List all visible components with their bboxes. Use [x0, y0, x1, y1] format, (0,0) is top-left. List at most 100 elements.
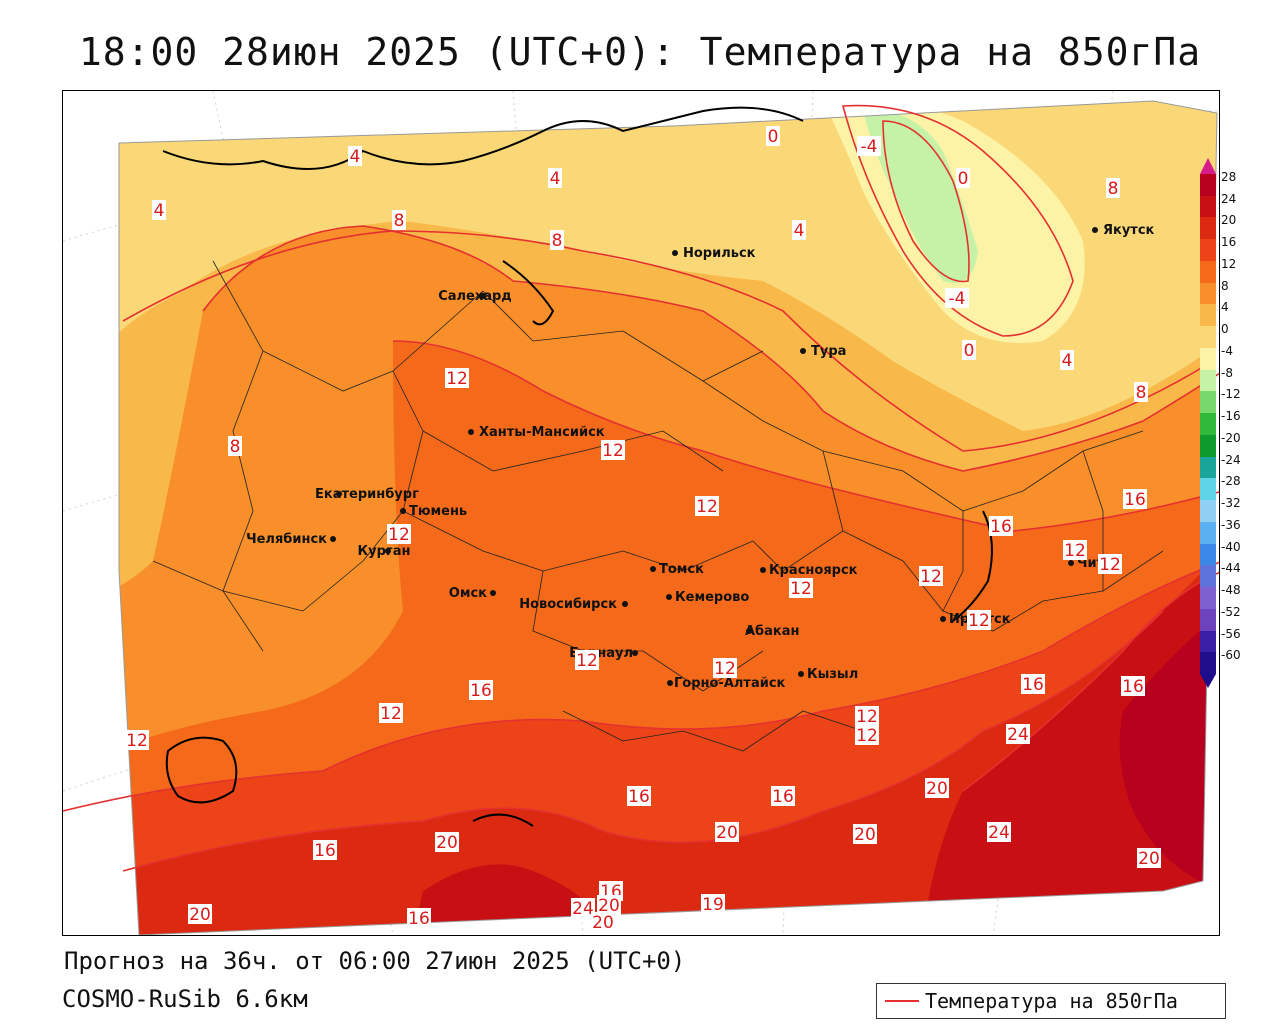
city-label: Томск — [659, 562, 704, 577]
city-label: Норильск — [683, 246, 756, 261]
contour-label-bg — [919, 566, 943, 586]
city-dot — [400, 508, 406, 514]
contour-value-label: 4 — [1062, 351, 1073, 371]
city-dot — [940, 616, 946, 622]
city-label: Новосибирск — [519, 597, 617, 612]
contour-value-label: 16 — [1122, 677, 1144, 697]
city-label: Кызыл — [807, 667, 858, 682]
colorbar-segment — [1200, 478, 1216, 501]
contour-label-bg — [1060, 350, 1074, 370]
contour-label-bg — [379, 703, 403, 723]
contour-value-label: 8 — [1136, 383, 1147, 403]
colorbar-tick-label: -60 — [1221, 648, 1241, 663]
contour-value-label: 24 — [572, 899, 594, 919]
city-markers: Норильск Якутск Салехард Тура Ханты-Мансийск… — [246, 223, 1154, 691]
colorbar-tick-label: -8 — [1221, 365, 1233, 380]
contour-value-label: 16 — [990, 517, 1012, 537]
city-dot — [798, 671, 804, 677]
contour-label-bg — [348, 146, 362, 166]
contour-label-bg — [228, 436, 242, 456]
city-label: Красноярск — [769, 563, 858, 578]
contour-label-bg — [469, 680, 493, 700]
colorbar-segment — [1200, 565, 1216, 588]
colorbar-tick-label: 12 — [1221, 256, 1237, 271]
contour-label-bg — [956, 168, 970, 188]
colorbar-segment — [1200, 347, 1216, 371]
contour-label-bg — [695, 496, 719, 516]
city-dot — [1068, 560, 1074, 566]
city-label: Кемерово — [675, 590, 749, 605]
colorbar-tick-label: -44 — [1221, 561, 1241, 576]
colorbar-segment — [1200, 174, 1216, 197]
contour-label-bg — [1063, 540, 1087, 560]
contour-label-bg — [962, 340, 976, 360]
contour-value-label: 12 — [602, 441, 624, 461]
contour-value-label: 20 — [436, 833, 458, 853]
contour-label-bg — [125, 730, 149, 750]
contour-value-label: 20 — [926, 779, 948, 799]
city-label: Екатеринбург — [315, 487, 419, 502]
contour-value-label: 16 — [1124, 490, 1146, 510]
contour-value-label: 16 — [1022, 675, 1044, 695]
city-dot — [672, 250, 678, 256]
contour-label-bg — [1006, 724, 1030, 744]
city-dot — [667, 680, 673, 686]
city-label: Абакан — [745, 624, 800, 639]
contour-value-label: 8 — [1108, 179, 1119, 199]
colorbar-segment — [1200, 282, 1216, 305]
contour-label-bg — [987, 822, 1011, 842]
contour-value-label: 20 — [854, 825, 876, 845]
contour-value-label: 12 — [1064, 541, 1086, 561]
contour-label-bg — [853, 824, 877, 844]
contour-value-label: 0 — [958, 169, 969, 189]
contour-value-label: 12 — [446, 369, 468, 389]
colorbar-tick-label: 4 — [1221, 300, 1229, 315]
contour-label-bg — [627, 786, 651, 806]
city-dot — [632, 650, 638, 656]
colorbar-segment — [1200, 543, 1216, 566]
contour-value-label: 12 — [388, 525, 410, 545]
contour-value-label: 20 — [592, 913, 614, 933]
forecast-info: Прогноз на 36ч. от 06:00 27июн 2025 (UTC… — [64, 947, 686, 975]
city-dot — [385, 548, 391, 554]
contour-label-bg — [1121, 676, 1145, 696]
contour-label-bg — [789, 578, 813, 598]
contour-label-bg — [591, 912, 615, 932]
city-dot — [800, 348, 806, 354]
colorbar-tick-label: -4 — [1221, 343, 1233, 358]
contour-label-bg — [1021, 674, 1045, 694]
contour-value-label: 4 — [550, 169, 561, 189]
colorbar-segment — [1200, 260, 1216, 284]
colorbar-tick-label: -12 — [1221, 387, 1241, 402]
colorbar-tick-label: -28 — [1221, 474, 1241, 489]
legend-label: Температура на 850гПа — [925, 989, 1178, 1013]
contour-value-label: 12 — [856, 726, 878, 746]
colorbar-segment — [1200, 413, 1216, 436]
contour-label-bg — [387, 524, 411, 544]
colorbar-bottom-arrow — [1200, 674, 1216, 688]
colorbar-tick-label: 16 — [1221, 235, 1237, 250]
colorbar-segment — [1200, 456, 1216, 479]
contour-label-bg — [857, 136, 881, 156]
contour-label-bg — [1137, 848, 1161, 868]
city-dot — [336, 491, 342, 497]
contour-label-bg — [945, 288, 969, 308]
city-dot — [480, 293, 486, 299]
contour-value-label: 16 — [470, 681, 492, 701]
contour-label-bg — [392, 210, 406, 230]
colorbar-tick-label: -32 — [1221, 496, 1241, 511]
city-dot — [1092, 227, 1098, 233]
contour-value-label: 12 — [920, 567, 942, 587]
contour-value-label: 16 — [772, 787, 794, 807]
contour-label-bg — [407, 908, 431, 928]
colorbar-segment — [1200, 500, 1216, 523]
region-boundaries — [152, 260, 1164, 752]
contour-label-bg — [1098, 554, 1122, 574]
city-dot — [330, 536, 336, 542]
city-label: Ханты-Мансийск — [479, 425, 605, 440]
city-label: Челябинск — [246, 532, 327, 547]
contour-value-label: 12 — [1099, 555, 1121, 575]
contour-label-bg — [1123, 489, 1147, 509]
colorbar-tick-label: 28 — [1221, 170, 1237, 184]
